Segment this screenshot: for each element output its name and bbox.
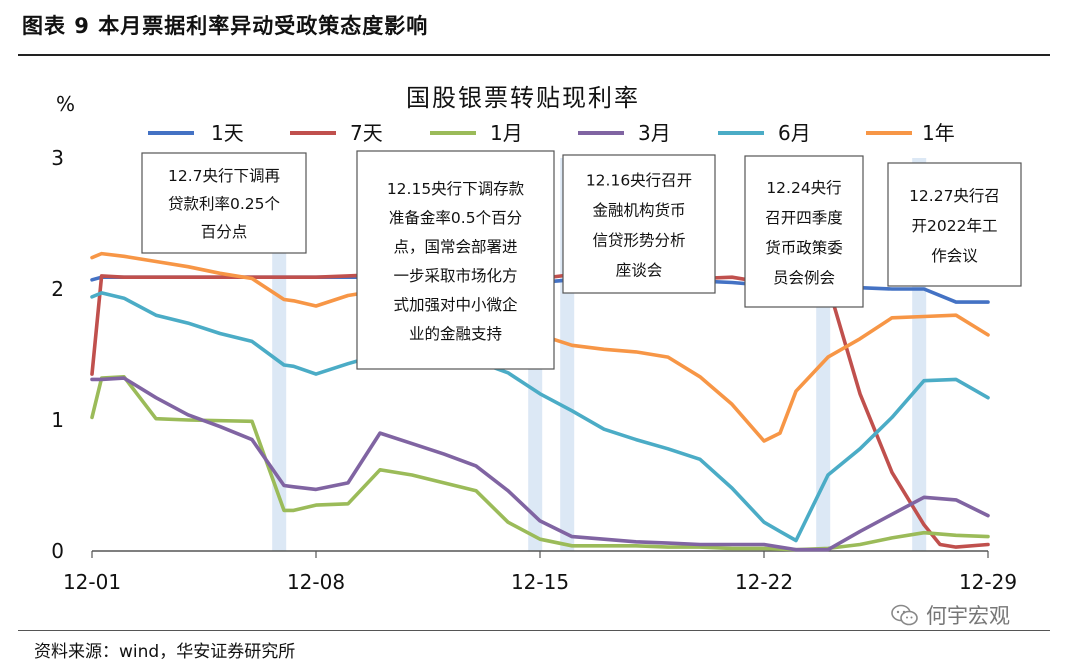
annotation-line-2-3: 座谈会 <box>616 262 663 280</box>
annotation-line-1-3: 一步采取市场化方 <box>393 267 517 285</box>
x-tick-label-3: 12-22 <box>735 570 793 594</box>
annotation-box-0 <box>141 152 307 254</box>
annotation-line-2-0: 12.16央行召开 <box>586 172 692 190</box>
annotation-line-4-2: 作会议 <box>931 247 978 265</box>
chart-title: 国股银票转贴现利率 <box>406 84 640 112</box>
legend-label-2: 1月 <box>490 121 523 145</box>
source-note: 资料来源：wind，华安证券研究所 <box>34 642 296 662</box>
bottom-rule <box>18 630 1050 631</box>
annotation-line-0-1: 贷款利率0.25个 <box>168 195 281 213</box>
y-tick-label-1: 1 <box>51 408 64 432</box>
y-tick-label-2: 2 <box>51 277 64 301</box>
x-tick-label-0: 12-01 <box>63 570 121 594</box>
y-axis-unit: % <box>56 92 75 116</box>
annotation-line-0-0: 12.7央行下调再 <box>168 167 280 185</box>
top-rule <box>18 54 1050 56</box>
annotation-line-1-2: 点，国常会部署进 <box>393 238 517 256</box>
annotation-line-4-0: 12.27央行召 <box>909 187 1000 205</box>
legend-label-0: 1天 <box>211 121 244 145</box>
annotation-box-1 <box>356 150 555 370</box>
legend: 1天 7天 1月 3月 6月 1年 <box>148 121 955 145</box>
legend-label-3: 3月 <box>638 121 671 145</box>
annotation-line-3-2: 货币政策委 <box>765 239 843 257</box>
watermark-text: 何宇宏观 <box>926 604 1010 628</box>
x-tick-label-4: 12-29 <box>959 570 1017 594</box>
series-line-3 <box>90 376 990 552</box>
highlight-band-0 <box>272 158 287 551</box>
annotation-line-2-2: 信贷形势分析 <box>592 232 685 250</box>
annotation-line-3-0: 12.24央行 <box>766 179 841 197</box>
x-tick-label-1: 12-08 <box>287 570 345 594</box>
watermark: 何宇宏观 <box>890 600 1010 630</box>
y-tick-label-0: 0 <box>51 539 64 563</box>
annotation-line-3-3: 员会例会 <box>773 269 835 287</box>
legend-label-1: 7天 <box>350 121 383 145</box>
annotation-box-3 <box>744 155 864 308</box>
wechat-icon <box>891 604 918 626</box>
series-line-4 <box>90 291 990 543</box>
annotation-line-1-4: 式加强对中小微企 <box>393 296 518 314</box>
annotation-line-2-1: 金融机构货币 <box>592 202 685 220</box>
y-tick-label-3: 3 <box>51 146 64 170</box>
annotation-line-1-5: 业的金融支持 <box>409 325 502 343</box>
annotation-box-4 <box>887 162 1022 287</box>
annotation-line-1-0: 12.15央行下调存款 <box>387 180 525 198</box>
annotation-line-3-1: 召开四季度 <box>765 209 843 227</box>
axes: 12-01 12-08 12-15 12-22 12-29 0 1 2 3 <box>51 146 1017 594</box>
x-tick-label-2: 12-15 <box>511 570 569 594</box>
legend-label-5: 1年 <box>922 121 955 145</box>
legend-label-4: 6月 <box>778 121 811 145</box>
figure-title: 图表 9 本月票据利率异动受政策态度影响 <box>22 14 429 38</box>
annotation-line-4-1: 开2022年工 <box>912 217 998 235</box>
annotation-line-1-1: 准备金率0.5个百分 <box>389 209 522 227</box>
annotation-box-2 <box>562 154 716 294</box>
annotation-line-0-2: 百分点 <box>201 223 248 241</box>
